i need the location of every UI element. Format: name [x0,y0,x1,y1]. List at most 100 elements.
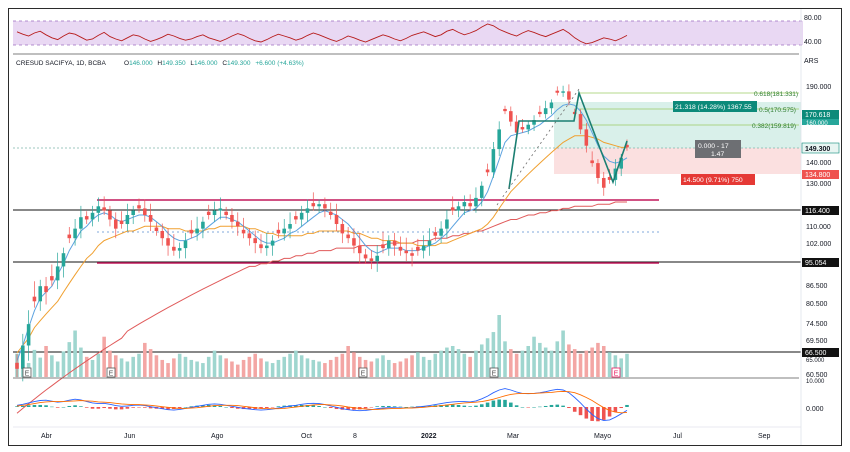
stop-label-bg [681,174,755,185]
volume-bar [479,344,484,377]
volume-bar [276,359,281,377]
candle-body [195,228,199,234]
candle-body [166,238,170,246]
earnings-marker-label: E [361,371,366,378]
candle-body [270,240,275,246]
candle-body [549,102,554,109]
candle-body [125,215,130,225]
macd-hist-bar [125,407,130,409]
macd-hist-bar [73,405,77,407]
candle-body [596,163,600,178]
volume-bar [427,359,432,377]
volume-bar [456,349,461,377]
candle-body [410,253,414,256]
candle-body [154,227,159,232]
volume-bar [195,361,199,377]
price-tick-65: 65.000 [806,358,825,364]
earnings-marker[interactable]: E [489,367,499,378]
earnings-marker[interactable]: E [358,367,368,378]
earnings-marker[interactable]: E [106,367,116,378]
candle-body [567,91,571,100]
price-tick-86: 86.500 [806,283,828,290]
rsi-pane: 80.00 40.00 ARS [13,15,822,65]
volume-bar [450,346,455,377]
macd-hist-bar [549,404,554,407]
candle-body [61,253,66,267]
macd-hist-bar [119,407,124,410]
volume-bar [514,353,519,377]
candle-body [148,215,153,222]
macd-hist-bar [282,405,287,407]
macd-hist-bar [410,406,414,408]
volume-bar [526,346,531,377]
macd-hist-bar [514,405,519,407]
volume-bar [154,355,159,377]
candle-body [90,212,95,220]
macd-hist-bar [148,407,153,409]
macd-hist-bar [61,407,66,408]
target-label-bg [673,101,757,112]
macd-hist-bar [491,400,496,407]
earnings-marker-label: E [614,371,619,378]
macd-pane [13,377,799,422]
candle-body [235,221,240,227]
volume-bar [381,355,385,377]
candle-body [172,246,176,251]
candle-body [491,149,496,173]
volume-bar [311,359,316,377]
candle-body [543,108,548,115]
volume-bar [317,361,321,377]
volume-bar [567,344,571,377]
macd-hist-bar [572,407,577,412]
candle-body [317,204,321,207]
candle-body [433,232,438,236]
candle-body [305,208,310,213]
candle-body [143,208,147,216]
volume-bar [38,357,43,377]
candle-body [387,240,391,249]
macd-hist-bar [334,407,339,410]
volume-bar [503,341,507,377]
chart-frame: 80.00 40.00 ARS 0.618(181.331) 0.5(170.5… [8,8,842,446]
macd-hist-bar [32,404,37,407]
low-label: L [190,60,194,67]
volume-bar [462,353,467,377]
price-tag-95: 95.054 [805,260,827,267]
volume-bar [259,358,263,377]
candle-body [218,208,223,211]
chart-canvas[interactable]: 80.00 40.00 ARS 0.618(181.331) 0.5(170.5… [9,9,841,445]
candle-body [404,250,409,254]
volume-bar [543,347,548,377]
ratio-label-bg [695,140,741,158]
macd-hist-bar [183,407,188,408]
volume-bar [299,355,304,377]
macd-tick-10: 10.000 [806,379,825,385]
volume-bar [619,358,623,377]
macd-hist-bar [369,407,374,408]
price-axis[interactable]: 190.000 170.618 160.000 149.300 140.000 … [801,84,840,413]
time-axis[interactable]: Abr Jun Ago Oct 8 2022 Mar Mayo Jul Sep [41,433,771,440]
volume-bar [282,356,287,377]
price-tag-target: 170.618 [805,112,830,119]
volume-bar [532,336,536,377]
candle-body [445,219,449,229]
earnings-marker[interactable]: E [611,367,621,378]
candle-body [485,169,490,173]
candle-body [206,211,211,216]
candle-body [328,211,333,216]
candle-body [15,362,19,369]
macd-hist-bar [276,406,281,407]
macd-hist-bar [137,407,141,408]
macd-hist-bar [102,407,106,409]
time-tick-jul: Jul [673,433,682,440]
low-value: 146.000 [194,60,218,67]
stop-zone [554,148,801,174]
candle-body [346,234,350,239]
macd-hist-bar [584,407,589,419]
macd-hist-bar [21,405,25,407]
volume-bar [596,342,600,377]
volume-bar [561,330,565,377]
earnings-marker[interactable]: E [22,367,32,378]
price-tag-116-bg [802,206,839,215]
candle-body [590,160,594,164]
